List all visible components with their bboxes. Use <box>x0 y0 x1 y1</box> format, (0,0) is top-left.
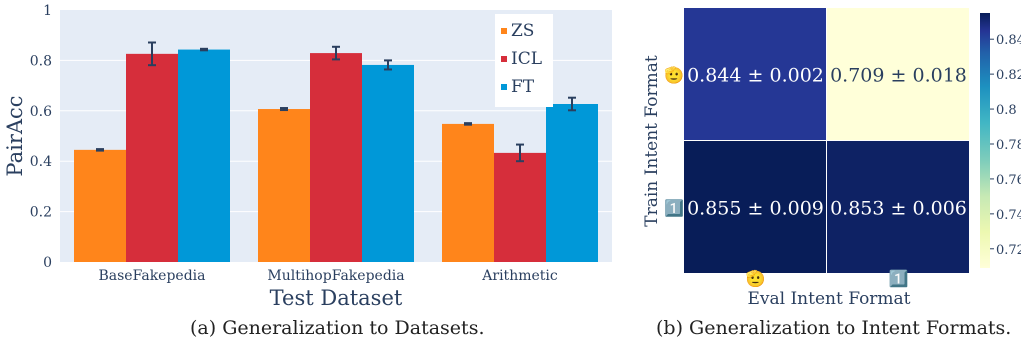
saluting-face-icon: 🫡 <box>746 269 766 288</box>
bar-ft <box>546 103 598 262</box>
y-tick-label: 0.6 <box>30 104 52 120</box>
y-tick-label: 0.4 <box>30 154 52 170</box>
heatmap-cell-label: 0.855 ± 0.009 <box>687 198 824 220</box>
error-bar <box>280 107 288 112</box>
bar-chart-panel: 0 0.2 0.4 0.6 0.8 1 BaseFakepedia MultihopFake… <box>3 3 612 310</box>
heatmap-x-axis-label: Eval Intent Format <box>747 289 910 309</box>
caption-a: (a) Generalization to Datasets. <box>190 317 485 339</box>
x-tick-label: MultihopFakepedia <box>267 268 404 284</box>
legend-label: FT <box>511 77 535 97</box>
colorbar-ticks: 0.72 0.74 0.76 0.78 0.8 0.82 0.84 <box>990 33 1021 258</box>
legend-label: ICL <box>511 49 542 69</box>
error-bar <box>148 41 156 67</box>
colorbar-tick-label: 0.82 <box>996 68 1021 83</box>
colorbar-tick-label: 0.72 <box>996 243 1021 258</box>
saluting-face-icon: 🫡 <box>664 66 684 85</box>
heatmap-cell-label: 0.709 ± 0.018 <box>830 65 967 87</box>
y-tick-label: 0 <box>43 255 52 271</box>
keycap-one-icon: 1️⃣ <box>664 199 684 218</box>
heatmap-cell <box>827 141 969 273</box>
error-bar <box>464 122 472 126</box>
x-axis-label: Test Dataset <box>270 286 403 310</box>
error-bar <box>332 45 340 61</box>
legend: ZS ICL FT <box>495 14 553 107</box>
y-axis-label: PairAcc <box>3 95 27 176</box>
error-bar <box>516 143 524 163</box>
heatmap-cell <box>827 8 969 140</box>
heatmap-cell <box>684 141 826 273</box>
bar-icl <box>494 152 546 262</box>
bar-zs <box>258 109 310 262</box>
bar-icl <box>310 53 362 263</box>
colorbar-tick-label: 0.84 <box>996 33 1021 48</box>
y-tick-labels: 0 0.2 0.4 0.6 0.8 1 <box>30 3 52 271</box>
bar-zs <box>442 123 494 263</box>
x-tick-labels: BaseFakepedia MultihopFakepedia Arithmetic <box>98 268 557 284</box>
heatmap-cells: 0.844 ± 0.002 0.709 ± 0.018 0.855 ± 0.009 0… <box>684 8 969 273</box>
legend-label: ZS <box>511 21 534 41</box>
legend-swatch <box>501 84 507 90</box>
error-bar <box>568 96 576 112</box>
error-bar <box>384 59 392 71</box>
x-tick-label: Arithmetic <box>481 268 558 284</box>
bar-icl <box>126 53 178 263</box>
y-tick-label: 0.8 <box>30 53 52 69</box>
y-tick-label: 1 <box>43 3 52 19</box>
bars <box>74 41 598 263</box>
keycap-one-icon: 1️⃣ <box>889 269 909 288</box>
heatmap-y-axis-label: Train Intent Format <box>642 55 662 227</box>
caption-b: (b) Generalization to Intent Formats. <box>656 317 1012 339</box>
colorbar-tick-label: 0.74 <box>996 208 1021 223</box>
heatmap-cell-label: 0.853 ± 0.006 <box>830 198 967 220</box>
legend-swatch <box>501 56 507 62</box>
heatmap-cell <box>684 8 826 140</box>
format-icons: 🫡 1️⃣ 🫡 1️⃣ <box>664 66 908 289</box>
heatmap-panel: 0.844 ± 0.002 0.709 ± 0.018 0.855 ± 0.009 0… <box>642 8 1021 309</box>
colorbar-tick-label: 0.8 <box>996 103 1017 118</box>
bar-zs <box>74 149 126 262</box>
colorbar-tick-label: 0.78 <box>996 138 1021 153</box>
error-bar <box>200 47 208 52</box>
colorbar-tick-label: 0.76 <box>996 173 1021 188</box>
bar-ft <box>178 49 230 263</box>
heatmap-cell-label: 0.844 ± 0.002 <box>687 65 824 87</box>
y-tick-label: 0.2 <box>30 205 52 221</box>
x-tick-label: BaseFakepedia <box>98 268 205 284</box>
bar-ft <box>362 64 414 262</box>
legend-swatch <box>501 28 507 34</box>
colorbar <box>980 13 990 268</box>
error-bar <box>96 148 104 152</box>
